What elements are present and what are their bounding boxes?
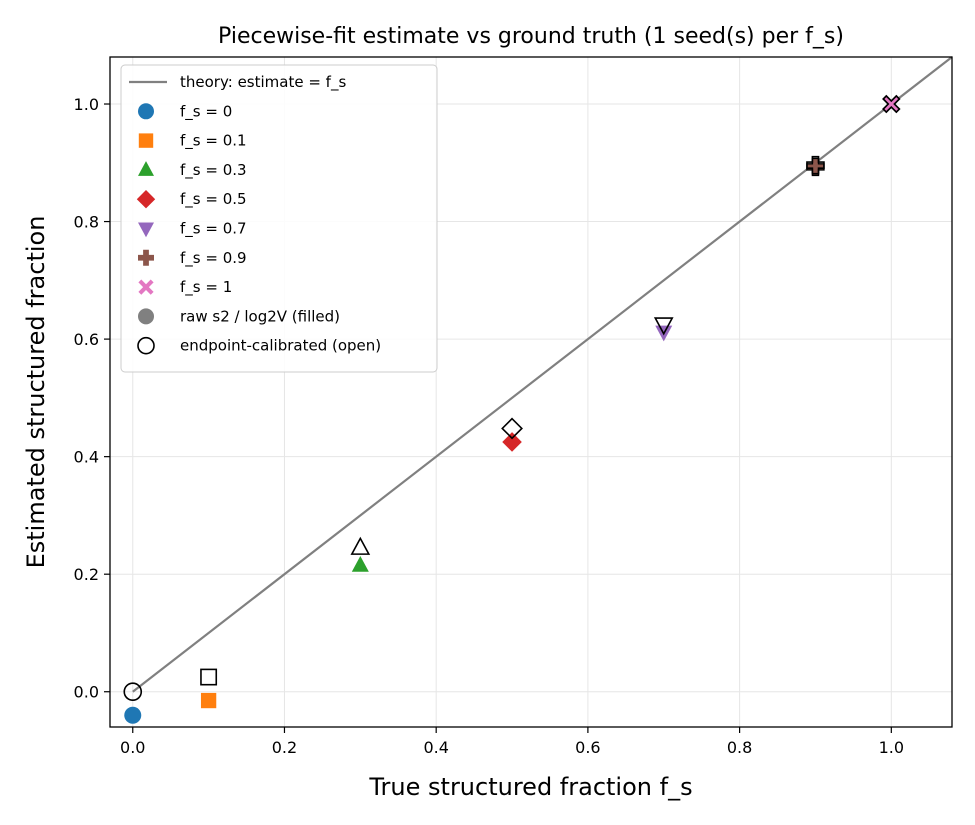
chart-title: Piecewise-fit estimate vs ground truth (… [218,24,844,49]
legend-label: raw s2 / log2V (filled) [180,307,340,325]
legend: theory: estimate = f_s f_s = 0 f_s = 0.1 f_… [120,64,438,373]
calibrated-point [501,417,523,440]
legend-marker [138,279,154,295]
raw-point [502,432,522,452]
legend-marker [138,161,154,176]
y-tick-label: 0.0 [74,683,99,702]
x-tick-label: 0.0 [120,738,145,757]
y-tick-label: 0.8 [74,213,99,232]
x-tick-label: 1.0 [879,738,904,757]
y-tick-label: 0.2 [74,565,99,584]
calibrated-point [653,317,674,336]
calibrated-point [882,94,901,114]
x-tick-label: 0.6 [575,738,600,757]
calibrated-point [350,536,371,555]
plot-frame [109,56,953,728]
legend-box [120,64,438,373]
y-tick-label: 0.4 [74,448,99,467]
legend-marker [137,336,155,355]
legend-label: f_s = 0 [180,102,232,121]
raw-point [124,706,142,724]
legend-marker [138,103,154,120]
y-axis-title: Estimated structured fraction [22,216,50,569]
legend-label: f_s = 0.3 [180,161,247,180]
calibrated-point [806,155,825,175]
legend-label: f_s = 0.9 [180,249,247,268]
legend-label: f_s = 0.7 [180,220,247,239]
legend-marker [138,222,154,238]
legend-label: f_s = 1 [180,278,232,297]
y-tick-label: 0.6 [74,330,99,349]
calibrated-point [123,682,143,702]
x-tick-label: 0.8 [727,738,752,757]
legend-marker [138,133,154,148]
axis-ticks: 0.0 0.2 0.4 0.6 0.8 1.0 0.0 0.2 0.4 0.6 0.8 1.0 [74,95,904,757]
legend-marker [138,308,154,325]
calibrated-point [200,668,218,686]
legend-label: theory: estimate = f_s [180,73,346,92]
raw-point [351,556,369,572]
raw-point [200,692,217,709]
x-axis-title: True structured fraction f_s [368,773,692,801]
legend-label: f_s = 0.5 [180,190,247,209]
x-tick-label: 0.2 [272,738,297,757]
x-tick-label: 0.4 [423,738,448,757]
legend-marker [138,249,154,266]
y-tick-label: 1.0 [74,95,99,114]
legend-label: f_s = 0.1 [180,132,247,151]
legend-label: endpoint-calibrated (open) [180,337,381,355]
legend-marker [136,190,156,209]
data-points [123,94,901,724]
